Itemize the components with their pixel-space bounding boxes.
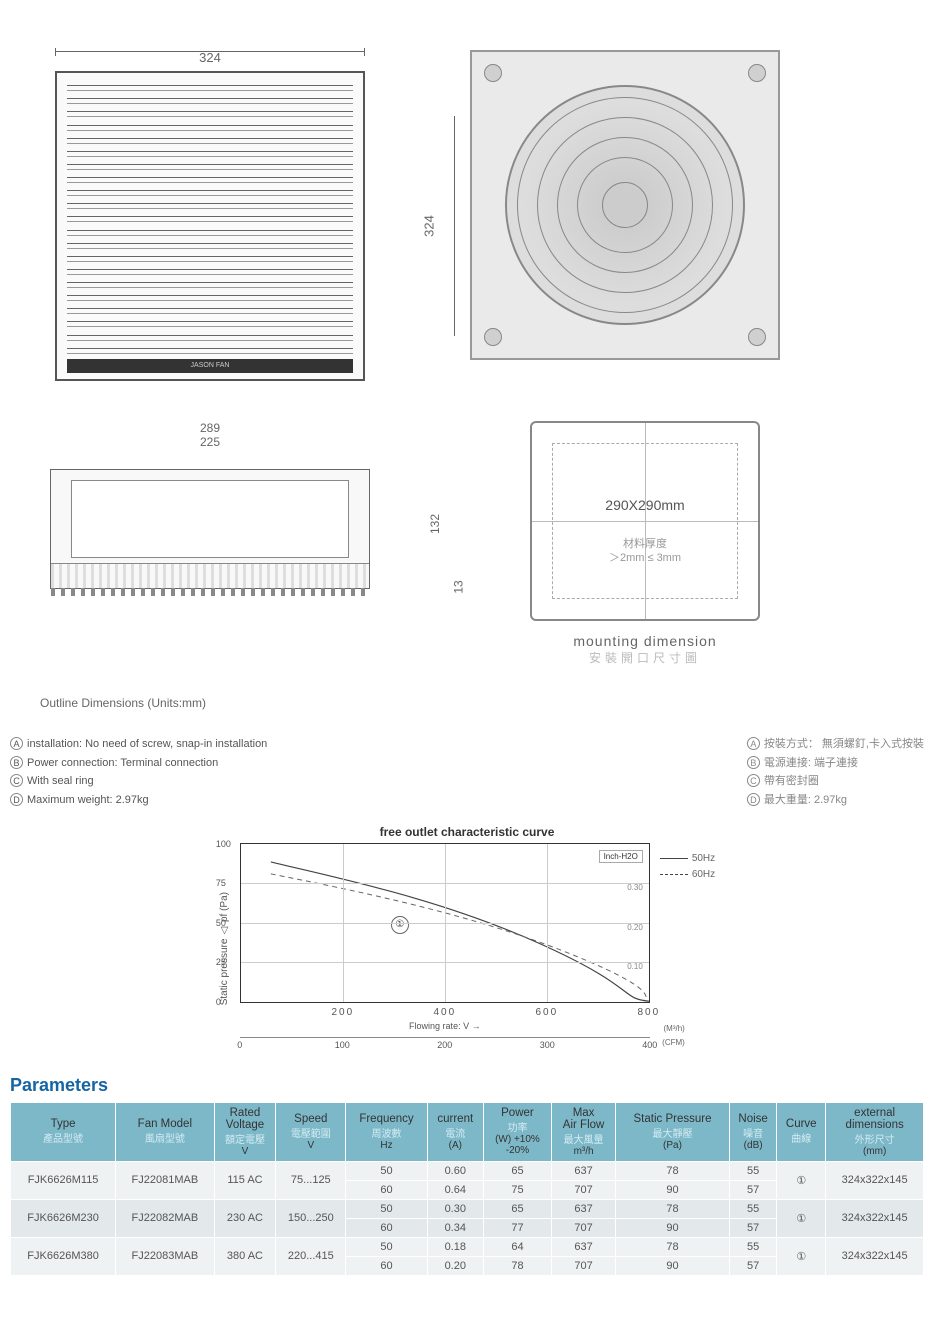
col-static: Static Pressure最大靜壓(Pa) xyxy=(616,1102,730,1161)
brand-bar: JASON FAN xyxy=(67,359,353,373)
col-current: current電流(A) xyxy=(427,1102,483,1161)
mounting-dimension-box: 290X290mm 材料厚度＞2mm ≤ 3mm mounting dimens… xyxy=(510,421,780,666)
mount-label-en: mounting dimension xyxy=(510,633,780,649)
louver-panel: JASON FAN xyxy=(55,71,365,381)
table-row: FJK6626M115FJ22081MAB115 AC75...125500.6… xyxy=(11,1161,924,1180)
dim-right: 324 xyxy=(422,215,437,237)
parameters-title: Parameters xyxy=(10,1075,924,1096)
col-noise: Noise噪音(dB) xyxy=(730,1102,777,1161)
mount-label-cn: 安裝開口尺寸圖 xyxy=(510,649,780,666)
col-ext: externaldimensions外形尺寸(mm) xyxy=(826,1102,924,1161)
top-drawings-row: 324 JASON FAN 324 xyxy=(10,50,924,381)
col-freq: Frequency周波數Hz xyxy=(346,1102,428,1161)
notes-row: Ainstallation: No need of screw, snap-in… xyxy=(10,735,924,810)
table-row: FJK6626M230FJ22082MAB230 AC150...250500.… xyxy=(11,1199,924,1218)
curve-marker: ① xyxy=(391,916,409,934)
notes-cn: A按裝方式： 無須螺釘,卡入式按裝 B電源連接: 端子連接 C帶有密封圈 D最大… xyxy=(747,735,924,810)
col-power: Power功率(W) +10%-20% xyxy=(483,1102,551,1161)
chart-xlabel: Flowing rate: V → xyxy=(240,1021,650,1031)
front-view-drawing: 324 JASON FAN 324 xyxy=(10,50,410,381)
mount-size: 290X290mm xyxy=(605,497,684,513)
outline-label: Outline Dimensions (Units:mm) xyxy=(40,696,924,710)
col-type: Type產品型號 xyxy=(11,1102,116,1161)
side-dim-height: 132 xyxy=(428,514,442,534)
fan-rear-photo xyxy=(470,50,780,360)
col-rated: RatedVoltage額定電壓V xyxy=(214,1102,276,1161)
mid-drawings-row: 289 225 132 13 290X290mm 材料厚度＞2mm ≤ 3mm … xyxy=(10,421,924,666)
chart-plot: Inch-H2O ① 02550751002004006008000.100.2… xyxy=(240,843,650,1003)
parameters-table: Type產品型號Fan Model風扇型號RatedVoltage額定電壓VSp… xyxy=(10,1102,924,1276)
side-view-drawing: 289 225 132 13 xyxy=(10,421,410,589)
cfm-axis: (M³/h) (CFM) 0100200300400 xyxy=(240,1037,650,1055)
mount-note: 材料厚度＞2mm ≤ 3mm xyxy=(609,537,681,566)
col-curve: Curve曲線 xyxy=(777,1102,826,1161)
fan-circle xyxy=(505,85,745,325)
chart-title: free outlet characteristic curve xyxy=(10,825,924,839)
side-dim-base: 13 xyxy=(451,580,465,593)
chart-section: free outlet characteristic curve Static … xyxy=(10,825,924,1055)
side-dim-outer: 289 xyxy=(10,421,410,435)
chart-legend: 50Hz 60Hz xyxy=(660,851,715,883)
chart-ylabel: Static pressure △ pf (Pa) xyxy=(219,892,230,1005)
col-speed: Speed電壓範圍V xyxy=(276,1102,346,1161)
side-dim-inner: 225 xyxy=(10,435,410,449)
col-fan: Fan Model風扇型號 xyxy=(116,1102,214,1161)
col-airflow: MaxAir Flow最大風量m³/h xyxy=(552,1102,616,1161)
chart-right-unit: Inch-H2O xyxy=(599,850,643,863)
notes-en: Ainstallation: No need of screw, snap-in… xyxy=(10,735,267,810)
table-row: FJK6626M380FJ22083MAB380 AC220...415500.… xyxy=(11,1237,924,1256)
